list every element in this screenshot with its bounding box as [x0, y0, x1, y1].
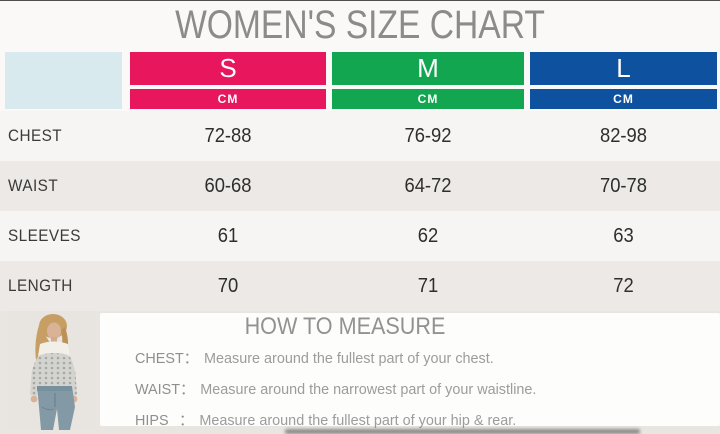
cell-value: 62 [417, 224, 439, 247]
table-row: SLEEVES 61 62 63 [0, 211, 720, 261]
cell-value: 70-78 [599, 174, 648, 197]
measure-item-separator: ： [179, 412, 194, 429]
cell-value: 72-88 [204, 124, 252, 147]
unit-cell-l: CM [530, 89, 717, 109]
cell-value: 63 [613, 224, 634, 247]
cell-value: 60-68 [204, 174, 252, 197]
measure-item-separator: ： [183, 350, 199, 367]
size-header-m: M [332, 52, 524, 85]
cell-value: 64-72 [404, 174, 452, 197]
cell-value: 61 [217, 224, 239, 247]
measure-item-label: CHEST [135, 350, 184, 367]
measure-item-chest: CHEST： Measure around the fullest part of… [135, 349, 538, 368]
measure-text-block: HOW TO MEASURE CHEST： Measure around the … [135, 314, 555, 434]
measure-panel [100, 313, 720, 426]
cell-value: 72 [613, 274, 634, 297]
page-title: WOMEN'S SIZE CHART [175, 3, 545, 47]
size-header-s: S [130, 52, 326, 85]
measure-item-label: HIPS [135, 412, 169, 429]
cell-value: 82-98 [599, 124, 648, 147]
top-border-line [0, 0, 720, 1]
measure-item-text: Measure around the fullest part of your … [199, 412, 517, 429]
table-row: CHEST 72-88 76-92 82-98 [0, 111, 720, 161]
cell-value: 70 [217, 274, 239, 297]
measure-item-waist: WAIST： Measure around the narrowest part … [135, 380, 538, 399]
measure-item-label: WAIST [135, 381, 181, 398]
measure-item-text: Measure around the fullest part of your … [203, 350, 494, 367]
cut-off-next-section-text [285, 429, 640, 434]
row-label: CHEST [8, 126, 63, 145]
row-label: WAIST [8, 176, 59, 195]
size-header-l: L [530, 52, 717, 85]
table-row: WAIST 60-68 64-72 70-78 [0, 161, 720, 211]
measure-item-hips: HIPS ： Measure around the fullest part of … [135, 411, 538, 430]
measure-item-text: Measure around the narrowest part of you… [200, 381, 537, 398]
cell-value: 76-92 [404, 124, 452, 147]
cell-value: 71 [417, 274, 439, 297]
row-label: LENGTH [8, 276, 73, 295]
unit-cell-m: CM [332, 89, 524, 109]
measure-item-separator: ： [180, 381, 195, 398]
unit-cell-s: CM [130, 89, 326, 109]
table-row: LENGTH 70 71 72 [0, 261, 720, 311]
how-to-measure-section: HOW TO MEASURE CHEST： Measure around the … [0, 311, 720, 434]
table-corner-cell [5, 52, 122, 109]
row-label: SLEEVES [8, 226, 81, 245]
measure-heading: HOW TO MEASURE [244, 313, 446, 340]
model-photo [8, 311, 96, 430]
